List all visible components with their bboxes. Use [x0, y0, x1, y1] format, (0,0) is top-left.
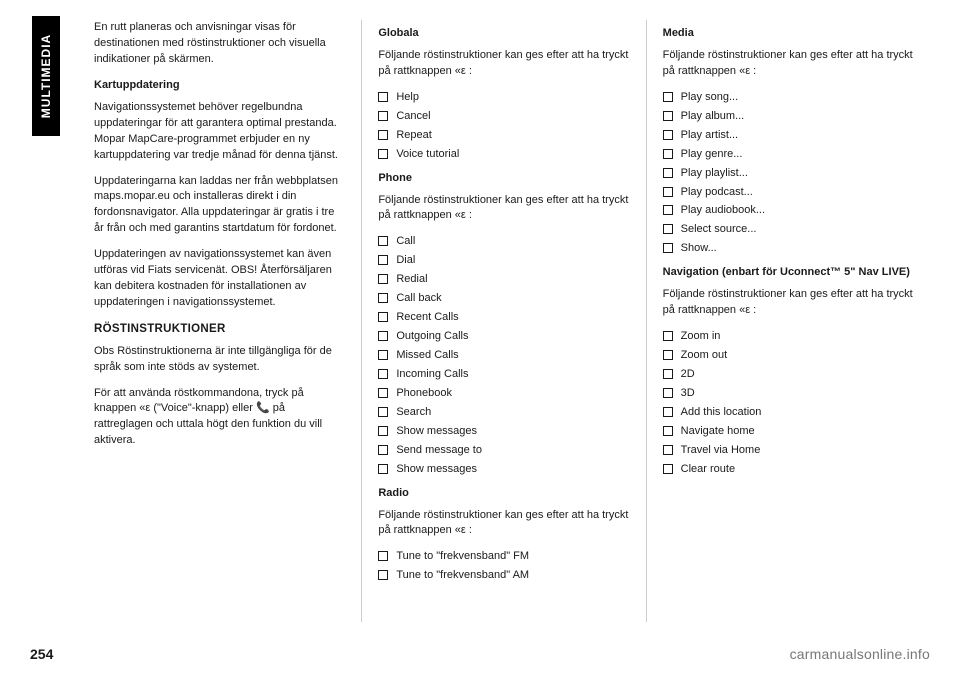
list-item: Repeat	[378, 128, 629, 144]
heading-navigation: Navigation (enbart för Uconnect™ 5" Nav …	[663, 265, 914, 281]
manual-page: MULTIMEDIA En rutt planeras och anvisnin…	[0, 0, 960, 678]
content-columns: En rutt planeras och anvisningar visas f…	[78, 20, 930, 622]
list-item: Play genre...	[663, 147, 914, 163]
list-item: Help	[378, 90, 629, 106]
lead-global: Följande röstinstruktioner kan ges efter…	[378, 48, 629, 80]
list-item: Recent Calls	[378, 310, 629, 326]
lead-navigation: Följande röstinstruktioner kan ges efter…	[663, 287, 914, 319]
list-item: Search	[378, 405, 629, 421]
lead-phone: Följande röstinstruktioner kan ges efter…	[378, 193, 629, 225]
list-item: Call back	[378, 291, 629, 307]
list-item: Play podcast...	[663, 185, 914, 201]
list-item: Clear route	[663, 462, 914, 478]
column-3: Media Följande röstinstruktioner kan ges…	[646, 20, 930, 622]
list-item: Show messages	[378, 462, 629, 478]
list-item: Add this location	[663, 405, 914, 421]
list-global: Help Cancel Repeat Voice tutorial	[378, 90, 629, 163]
list-item: Tune to "frekvensband" FM	[378, 549, 629, 565]
phone-icon: 📞	[256, 401, 270, 417]
column-2: Globala Följande röstinstruktioner kan g…	[361, 20, 645, 622]
list-navigation: Zoom in Zoom out 2D 3D Add this location…	[663, 329, 914, 478]
list-item: Cancel	[378, 109, 629, 125]
list-radio: Tune to "frekvensband" FM Tune to "frekv…	[378, 549, 629, 584]
lead-radio: Följande röstinstruktioner kan ges efter…	[378, 508, 629, 540]
heading-global: Globala	[378, 26, 629, 42]
heading-map-update: Kartuppdatering	[94, 78, 345, 94]
list-item: Incoming Calls	[378, 367, 629, 383]
lead-media: Följande röstinstruktioner kan ges efter…	[663, 48, 914, 80]
list-item: Play playlist...	[663, 166, 914, 182]
list-item: 2D	[663, 367, 914, 383]
list-item: Voice tutorial	[378, 147, 629, 163]
list-item: Play audiobook...	[663, 203, 914, 219]
column-1: En rutt planeras och anvisningar visas f…	[78, 20, 361, 622]
list-item: Call	[378, 234, 629, 250]
list-item: 3D	[663, 386, 914, 402]
list-media: Play song... Play album... Play artist..…	[663, 90, 914, 257]
list-item: Redial	[378, 272, 629, 288]
list-item: Outgoing Calls	[378, 329, 629, 345]
list-item: Play song...	[663, 90, 914, 106]
list-item: Play album...	[663, 109, 914, 125]
list-item: Show...	[663, 241, 914, 257]
voice-howto-b: ("Voice"-knapp) eller	[150, 402, 256, 414]
intro-paragraph: En rutt planeras och anvisningar visas f…	[94, 20, 345, 68]
map-update-p3: Uppdateringen av navigationssystemet kan…	[94, 247, 345, 311]
heading-phone: Phone	[378, 171, 629, 187]
list-item: Missed Calls	[378, 348, 629, 364]
heading-media: Media	[663, 26, 914, 42]
voice-note: Obs Röstinstruktionerna är inte tillgäng…	[94, 344, 345, 376]
list-item: Navigate home	[663, 424, 914, 440]
list-item: Show messages	[378, 424, 629, 440]
list-item: Zoom in	[663, 329, 914, 345]
voice-icon: «ε	[139, 401, 150, 417]
heading-radio: Radio	[378, 486, 629, 502]
list-item: Travel via Home	[663, 443, 914, 459]
section-tab: MULTIMEDIA	[32, 16, 60, 136]
list-item: Tune to "frekvensband" AM	[378, 568, 629, 584]
heading-voice-instructions: RÖSTINSTRUKTIONER	[94, 321, 345, 338]
list-item: Dial	[378, 253, 629, 269]
list-item: Select source...	[663, 222, 914, 238]
section-tab-label: MULTIMEDIA	[39, 34, 53, 118]
map-update-p2: Uppdateringarna kan laddas ner från webb…	[94, 174, 345, 238]
footer-source: carmanualsonline.info	[790, 646, 930, 662]
list-item: Play artist...	[663, 128, 914, 144]
voice-howto: För att använda röstkommandona, tryck på…	[94, 386, 345, 450]
list-phone: Call Dial Redial Call back Recent Calls …	[378, 234, 629, 477]
list-item: Phonebook	[378, 386, 629, 402]
map-update-p1: Navigationssystemet behöver regelbundna …	[94, 100, 345, 164]
list-item: Send message to	[378, 443, 629, 459]
list-item: Zoom out	[663, 348, 914, 364]
page-number: 254	[30, 646, 53, 662]
